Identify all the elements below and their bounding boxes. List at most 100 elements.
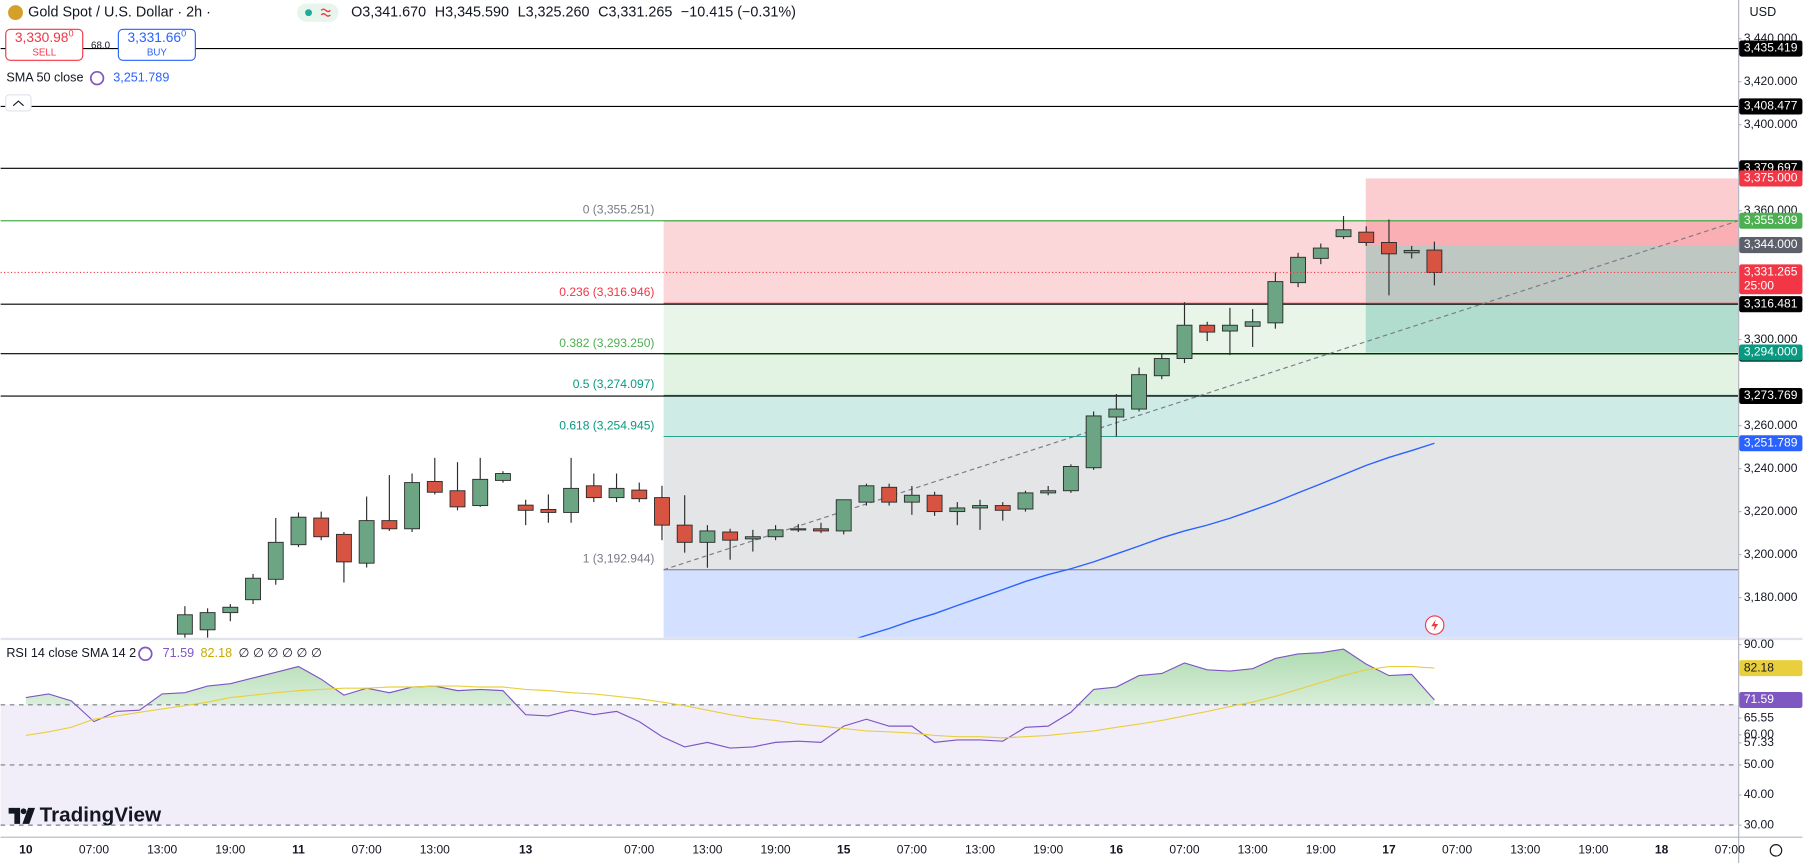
collapse-button[interactable] [5,94,32,112]
price-suffix: 0 [181,29,186,39]
fib-label: 0.5 (3,274.097) [573,377,655,391]
x-tick-label: 13:00 [147,843,177,857]
x-tick-label: 07:00 [1715,843,1745,857]
candle-body [1335,229,1352,238]
y-tick-label: 3,200.000 [1744,547,1798,561]
axes: 3,440.0003,420.0003,400.0003,360.0003,30… [19,31,1803,857]
change: −10.415 (−0.31%) [681,4,796,20]
y-tick-label: 3,260.000 [1744,418,1798,432]
candle-body [290,516,307,546]
x-tick-label: 11 [292,843,305,857]
position-target-zone [1365,245,1739,353]
fib-band [663,569,1739,638]
candle-body [517,504,534,511]
candle-body [176,614,193,635]
x-tick-label: 19:00 [1578,843,1608,857]
symbol: Gold Spot / U.S. Dollar · 2h · [28,4,211,20]
x-tick-label: 17 [1382,843,1396,857]
candle-body [1199,324,1216,333]
price-badge [1739,40,1803,57]
candle-body [1381,242,1397,255]
price-badge-label: 71.59 [1744,692,1774,706]
candle-body [994,505,1011,511]
candle-body [358,520,375,564]
candle-body [426,481,443,493]
candle-body [881,486,898,503]
x-tick-label: 07:00 [897,843,927,857]
value: 3,345.590 [445,4,509,20]
ohlc-legend: O3,341.670 H3,345.590 L3,325.260 C3,331.… [351,4,796,20]
x-tick-label: 07:00 [624,843,654,857]
candle-body [449,490,466,508]
position-stop-zone [1365,178,1739,246]
rsi-line [25,648,1435,749]
y-tick-label: 3,420.000 [1744,74,1798,88]
currency[interactable]: USD [1750,5,1777,19]
price-badge [1739,344,1803,361]
price-badge-label: 3,435.419 [1744,41,1798,55]
sma-legend: SMA 50 close [6,70,83,84]
price-suffix: 0 [68,29,73,39]
candle-body [1358,231,1375,243]
candle-body [744,536,761,540]
x-tick-label: 15 [837,843,851,857]
collapse-icon [12,100,24,107]
rsi-extra: ∅ ∅ ∅ ∅ ∅ ∅ [238,646,322,660]
key: O [351,4,362,20]
fib-band [663,395,1739,437]
rsi-legend: RSI 14 close SMA 14 2 [6,646,136,660]
sell-button[interactable] [5,28,84,61]
candle-body [267,541,284,580]
symbol-icon [8,5,23,21]
candle-body [1403,249,1420,254]
price-badge [1739,435,1803,452]
candle-body [404,482,421,530]
buy-label: BUY [147,47,168,58]
price-badge [1739,264,1803,295]
fib-label: 0 (3,355.251) [583,203,655,217]
buy-button[interactable] [117,28,196,61]
x-tick-label: 07:00 [352,843,382,857]
price-badge-label: 3,251.789 [1744,435,1798,449]
candle-body [199,612,216,631]
x-tick-label: 16 [1110,843,1124,857]
candle-body [1108,408,1125,418]
header: Gold Spot / U.S. Dollar · 2h · O3,341.67… [5,3,1783,857]
price-badge-label: 3,273.769 [1744,388,1798,402]
candle-body [835,499,852,532]
candle-body [1312,247,1329,259]
price-badge-label: 3,316.481 [1744,296,1798,310]
price-badge [1739,237,1803,254]
plot-area [0,47,1739,638]
market-status[interactable] [297,3,339,22]
candle-body [903,494,920,503]
brand: TradingView [40,803,162,826]
key: L [518,4,526,20]
x-tick-label: 13:00 [692,843,722,857]
x-tick-label: 13:00 [1510,843,1540,857]
candle-body [699,530,716,543]
fib-label: 0.382 (3,293.250) [559,336,654,350]
main-pane: 0 (3,355.251) 0.236 (3,316.946) 0.382 (3,2… [0,47,1739,638]
candle-body [472,478,489,507]
rsi-sma-value: 82.18 [201,646,233,660]
price-badge-label: 3,375.000 [1744,171,1798,185]
x-tick-label: 19:00 [215,843,245,857]
rsi-value: 71.59 [163,646,195,660]
settings-icon[interactable] [1769,844,1783,857]
candle-body [540,508,557,513]
candle-body [313,517,330,538]
x-tick-label: 10 [19,843,33,857]
y-tick-label: 3,240.000 [1744,461,1798,475]
candle-body [654,497,670,526]
candle-body [1040,490,1057,494]
fib-band [663,220,1739,304]
x-tick-label: 13 [519,843,533,857]
x-tick-label: 19:00 [1033,843,1063,857]
x-tick-label: 07:00 [79,843,109,857]
candle-body [676,524,693,543]
candle-body [949,507,966,513]
value: 3,325.260 [526,4,590,20]
candle-body [1153,358,1170,377]
